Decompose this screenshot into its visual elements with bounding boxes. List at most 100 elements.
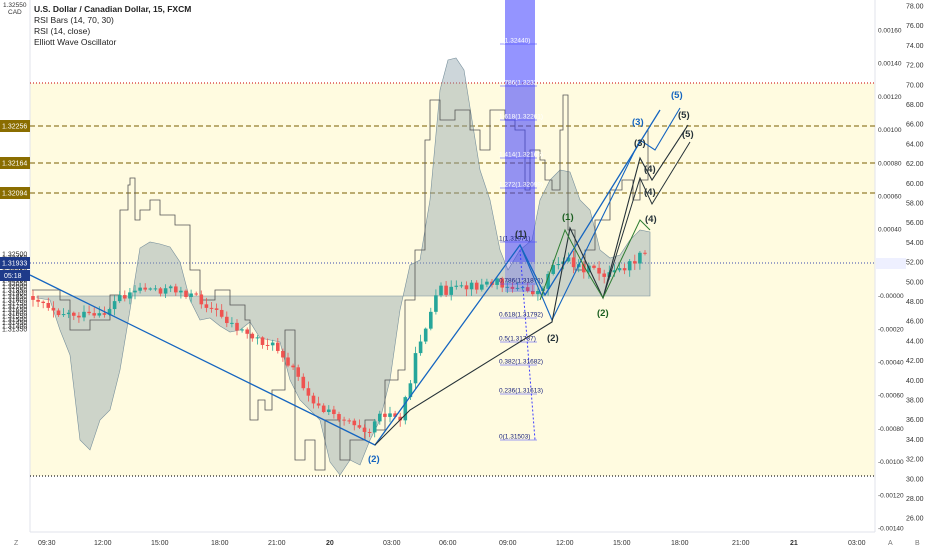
fib-label-0: 2(1.32440)	[499, 38, 530, 45]
rsi-axis-tick-22: 34.00	[906, 437, 924, 444]
candle-body	[449, 286, 453, 295]
candle-body	[87, 311, 91, 314]
time-axis-tick-3: 18:00	[211, 540, 229, 547]
wave-label-2-dark: (2)	[547, 333, 559, 344]
candle-body	[408, 383, 413, 398]
countdown-text: 05:18	[4, 273, 22, 280]
candle-body	[444, 285, 448, 295]
left-axis-tick-10: 1.32000	[2, 284, 27, 291]
indicator-rsi-bars[interactable]: RSI Bars (14, 70, 30)	[34, 15, 114, 25]
countdown-badge	[0, 270, 30, 281]
left-axis-tick-9: 1.32050	[2, 281, 27, 288]
rsi-axis-tick-0: 78.00	[906, 4, 924, 11]
candle-body	[643, 252, 647, 254]
chart-legend: U.S. Dollar / Canadian Dollar, 15, FXCM …	[34, 4, 191, 48]
rsi-axis-tick-26: 26.00	[906, 516, 924, 523]
price-badge[interactable]	[0, 257, 30, 269]
candle-body	[617, 268, 622, 271]
candle-body	[270, 342, 275, 346]
candle-body	[235, 322, 239, 331]
ewo-axis-tick-0: 0.00160	[878, 28, 902, 35]
candle-body	[464, 285, 469, 290]
fib-extension-box[interactable]	[505, 0, 535, 262]
rsi-axis-tick-13: 52.00	[906, 260, 924, 267]
ewo-axis-tick-9: -0.00020	[878, 326, 904, 333]
left-axis-currency: CAD	[8, 9, 22, 16]
time-axis-tick-5: 20	[326, 540, 334, 547]
candle-body	[316, 403, 321, 406]
indicator-ewo[interactable]: Elliott Wave Oscillator	[34, 37, 117, 47]
left-axis-tick-18: 1.31600	[2, 310, 27, 317]
rsi-axis-tick-18: 42.00	[906, 358, 924, 365]
candle-body	[500, 278, 504, 288]
candle-body	[612, 270, 617, 273]
candle-body	[296, 367, 300, 377]
rsi-axis-tick-12: 54.00	[906, 240, 924, 247]
rsi-axis-tick-5: 68.00	[906, 102, 924, 109]
left-axis-tick-16: 1.31700	[2, 304, 27, 311]
candle-body	[138, 287, 142, 291]
corner-left-label: Z	[14, 540, 19, 547]
candle-body	[123, 295, 127, 299]
ewo-axis-tick-10: -0.00040	[878, 360, 904, 367]
wave-label-4-c: (4)	[645, 214, 657, 225]
elliott-wave-green	[539, 219, 651, 301]
rsi-axis-tick-21: 36.00	[906, 417, 924, 424]
candle-body	[510, 286, 515, 289]
candle-body	[92, 313, 96, 316]
candle-body	[255, 337, 260, 339]
fib-label-1: 1.786(1.32327)	[499, 80, 543, 87]
candle-body	[439, 285, 443, 296]
candle-body	[265, 344, 270, 346]
level-badge-0[interactable]	[0, 120, 30, 132]
level-badge-2[interactable]	[0, 187, 30, 199]
candle-body	[459, 285, 464, 287]
rsi-axis-tick-25: 28.00	[906, 496, 924, 503]
candle-body	[194, 293, 198, 295]
candle-body	[495, 278, 499, 285]
candle-body	[77, 315, 81, 318]
level-badge-1[interactable]	[0, 157, 30, 169]
candle-body	[327, 409, 331, 413]
candle-body	[321, 405, 326, 413]
symbol-title[interactable]: U.S. Dollar / Canadian Dollar, 15, FXCM	[34, 4, 192, 14]
ewo-axis-tick-13: -0.00100	[878, 459, 904, 466]
candle-body	[474, 282, 479, 290]
candle-body	[454, 285, 459, 287]
candle-body	[281, 350, 285, 358]
time-axis-tick-7: 06:00	[439, 540, 457, 547]
candle-body	[260, 337, 265, 345]
rsi-axis-tick-24: 30.00	[906, 476, 924, 483]
time-axis-tick-1: 12:00	[94, 540, 112, 547]
ewo-axis-tick-5: 0.00060	[878, 194, 902, 201]
candle-body	[240, 329, 244, 331]
candle-body	[627, 261, 632, 271]
left-axis-tick-0: 1.32500	[2, 252, 27, 259]
candle-body	[337, 414, 341, 420]
time-axis-tick-11: 18:00	[671, 540, 689, 547]
fib-label-9: 0.382(1.31682)	[499, 359, 543, 366]
ewo-axis-tick-1: 0.00140	[878, 61, 902, 68]
wave-label-1-blue: (1)	[515, 229, 527, 240]
time-axis-tick-4: 21:00	[268, 540, 286, 547]
fib-label-11: 0(1.31503)	[499, 434, 530, 441]
fib-label-10: 0.236(1.31613)	[499, 388, 543, 395]
candle-body	[372, 421, 377, 433]
rsi-axis-tick-15: 48.00	[906, 299, 924, 306]
rsi-axis-tick-2: 74.00	[906, 43, 924, 50]
candle-body	[536, 290, 540, 295]
candle-body	[347, 420, 351, 422]
time-axis-tick-8: 09:00	[499, 540, 517, 547]
ewo-axis-tick-14: -0.00120	[878, 492, 904, 499]
rsi-axis-tick-16: 46.00	[906, 319, 924, 326]
indicator-rsi[interactable]: RSI (14, close)	[34, 26, 91, 36]
candle-body	[423, 328, 428, 342]
candle-body	[189, 293, 193, 297]
candle-body	[286, 357, 290, 366]
candle-body	[56, 310, 61, 316]
rsi-axis-tick-17: 44.00	[906, 338, 924, 345]
corner-right-b: B	[915, 540, 920, 547]
candle-body	[622, 268, 627, 271]
